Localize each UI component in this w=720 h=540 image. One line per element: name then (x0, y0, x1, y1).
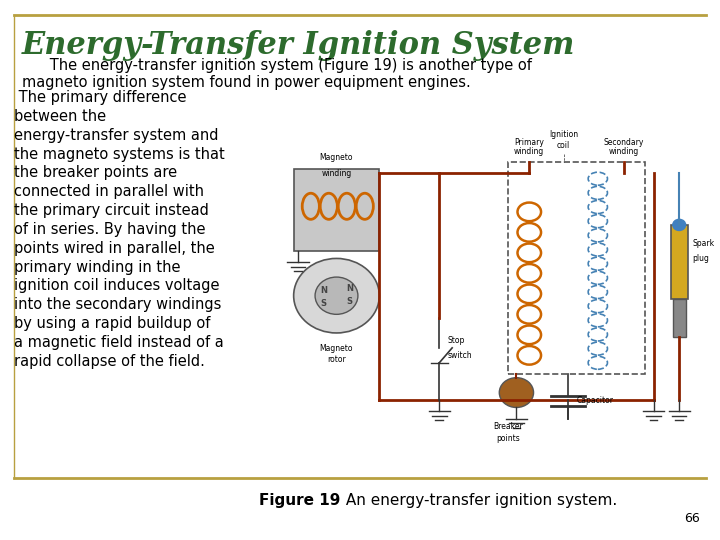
Circle shape (499, 377, 534, 408)
Text: Energy-Transfer Ignition System: Energy-Transfer Ignition System (22, 30, 575, 61)
Text: An energy-transfer ignition system.: An energy-transfer ignition system. (341, 492, 617, 508)
Text: The primary difference
between the
energy-transfer system and
the magneto system: The primary difference between the energ… (14, 90, 225, 369)
Text: Figure 19: Figure 19 (258, 492, 340, 508)
Text: S: S (346, 297, 352, 306)
Text: Breaker: Breaker (493, 422, 523, 431)
Text: Ignition: Ignition (549, 130, 578, 139)
Text: Spark: Spark (692, 239, 714, 248)
Text: Capacitor: Capacitor (577, 395, 613, 404)
Circle shape (672, 219, 685, 231)
Text: Primary: Primary (514, 138, 544, 147)
Text: 66: 66 (684, 511, 700, 524)
Text: Magneto: Magneto (320, 344, 354, 353)
Text: rotor: rotor (327, 355, 346, 364)
Text: winding: winding (608, 147, 639, 156)
FancyBboxPatch shape (670, 225, 688, 299)
Text: points: points (496, 434, 520, 443)
Circle shape (315, 277, 358, 314)
Text: The energy-transfer ignition system (Figure 19) is another type of
magneto ignit: The energy-transfer ignition system (Fig… (22, 58, 532, 90)
Text: S: S (320, 299, 327, 308)
Text: plug: plug (692, 254, 709, 263)
FancyBboxPatch shape (672, 299, 685, 337)
Text: switch: switch (448, 351, 472, 360)
Text: Secondary: Secondary (603, 138, 644, 147)
Text: winding: winding (321, 169, 351, 178)
Text: coil: coil (557, 141, 570, 150)
Text: Magneto: Magneto (320, 153, 354, 161)
Text: Stop: Stop (448, 336, 465, 345)
Text: N: N (346, 284, 353, 293)
Text: winding: winding (514, 147, 544, 156)
Text: N: N (320, 286, 327, 295)
Circle shape (294, 259, 379, 333)
FancyBboxPatch shape (294, 169, 379, 251)
